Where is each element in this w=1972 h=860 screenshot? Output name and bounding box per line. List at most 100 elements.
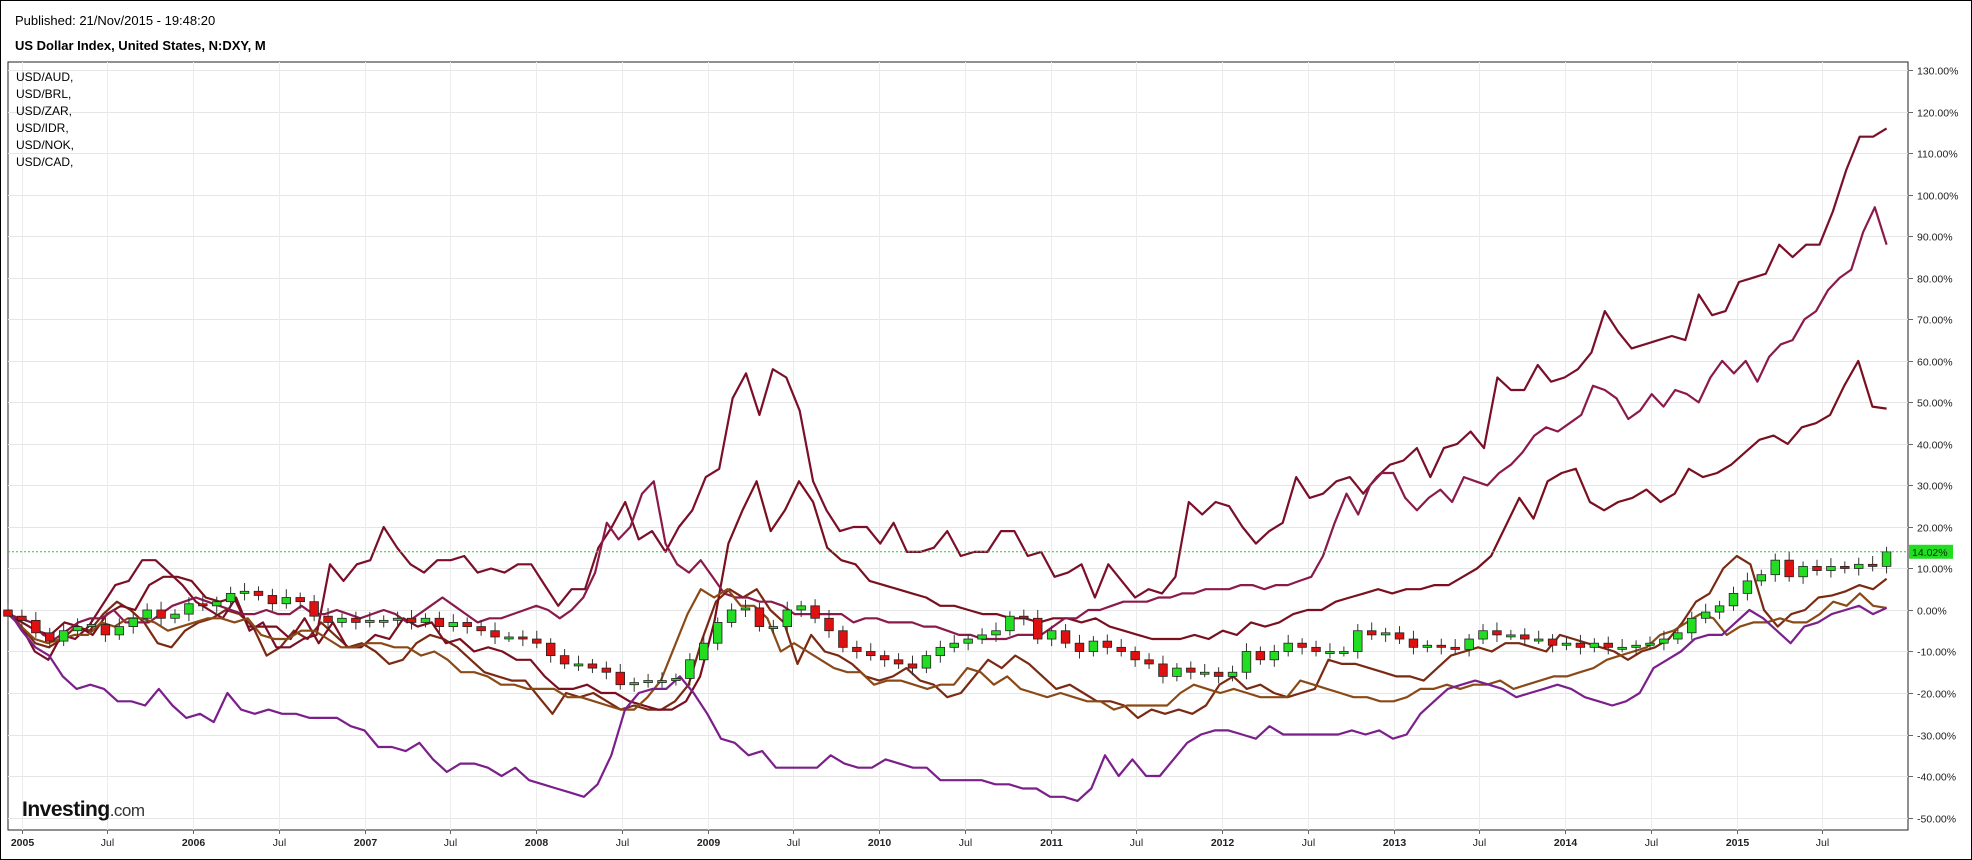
candle	[977, 634, 987, 640]
candle	[754, 607, 765, 627]
candle	[1756, 574, 1767, 582]
candle	[545, 642, 556, 657]
legend-item-usd-idr: USD/IDR,	[16, 121, 69, 135]
candle	[893, 659, 904, 665]
y-tick-label: 100.00%	[1917, 191, 1958, 203]
y-tick-label: 0.00%	[1917, 606, 1947, 618]
candle	[1227, 671, 1238, 677]
candle	[1881, 551, 1892, 567]
x-tick-label: 2011	[1040, 837, 1063, 849]
candle	[86, 624, 97, 627]
candle	[58, 630, 69, 642]
candle	[351, 617, 361, 623]
candle	[337, 617, 347, 623]
candle	[587, 663, 598, 669]
candle	[1561, 642, 1572, 646]
candle	[824, 617, 834, 632]
y-tick-label: -20.00%	[1917, 689, 1956, 701]
x-tick-label: 2010	[868, 837, 892, 849]
candle	[866, 651, 876, 657]
candle	[1311, 646, 1321, 652]
candle	[740, 607, 751, 611]
candle	[796, 605, 806, 611]
y-tick-label: -10.00%	[1917, 647, 1956, 659]
candle	[935, 646, 946, 657]
x-tick-label: Jul	[959, 837, 972, 849]
legend: USD/AUD, USD/BRL, USD/ZAR, USD/IDR, USD/…	[16, 69, 74, 171]
candle	[532, 638, 542, 644]
candle	[267, 595, 278, 605]
y-tick-label: 30.00%	[1917, 481, 1953, 493]
candle	[949, 642, 959, 648]
candle	[1547, 638, 1558, 646]
candle	[72, 626, 83, 632]
candle	[810, 605, 820, 619]
candle	[1325, 651, 1335, 654]
candle	[1060, 630, 1071, 644]
candle	[991, 630, 1001, 636]
candle	[1478, 630, 1488, 640]
plot-area	[7, 61, 1909, 831]
x-tick-label: 2012	[1211, 837, 1235, 849]
x-tick-label: 2008	[525, 837, 549, 849]
y-tick-label: -40.00%	[1917, 772, 1956, 784]
candle	[1213, 671, 1224, 677]
candle	[518, 636, 528, 640]
x-tick-label: Jul	[1130, 837, 1143, 849]
candle	[239, 590, 250, 594]
series-line-usdbrl	[7, 127, 1888, 661]
series-line-usdidr	[7, 206, 1888, 641]
candle	[1464, 638, 1474, 650]
candle	[1631, 644, 1641, 648]
candle	[643, 680, 653, 684]
series-line-usdzar	[7, 359, 1887, 711]
last-value-label: 14.02%	[1912, 547, 1948, 559]
x-tick-label: Jul	[1473, 837, 1486, 849]
candle	[295, 597, 305, 603]
candle	[1840, 565, 1850, 569]
y-tick-label: -30.00%	[1917, 731, 1956, 743]
candle	[1436, 644, 1446, 648]
candle	[1506, 634, 1516, 638]
candle	[1533, 638, 1544, 642]
candle	[699, 642, 709, 661]
candle	[726, 609, 737, 623]
candle	[1812, 565, 1822, 571]
x-tick-label: Jul	[444, 837, 457, 849]
candle	[1033, 617, 1043, 640]
candle	[838, 630, 848, 648]
x-tick-label: 2014	[1554, 837, 1578, 849]
candle	[657, 680, 667, 683]
candle	[1144, 659, 1154, 665]
candle	[212, 601, 222, 607]
candle	[462, 622, 472, 627]
logo-suffix: .com	[109, 801, 145, 820]
x-tick-label: 2007	[354, 837, 378, 849]
candle	[852, 646, 862, 652]
candle	[1728, 592, 1739, 607]
candle	[392, 617, 403, 621]
candle	[1520, 634, 1530, 640]
candle	[559, 655, 570, 665]
candle	[448, 622, 459, 627]
candle	[225, 592, 236, 603]
candle	[685, 659, 695, 679]
last-value-badge	[1909, 544, 1953, 559]
candle	[406, 617, 417, 623]
candle	[1394, 632, 1405, 640]
candle	[1186, 667, 1196, 673]
candle	[1645, 642, 1655, 646]
candle	[156, 609, 166, 619]
x-tick-label: 2013	[1383, 837, 1407, 849]
candle	[1200, 671, 1210, 675]
candle	[1408, 638, 1419, 648]
y-tick-label: 80.00%	[1917, 274, 1953, 286]
candle	[1297, 642, 1307, 648]
legend-item-usd-brl: USD/BRL,	[16, 87, 72, 101]
candle	[420, 617, 431, 623]
candle	[1353, 630, 1363, 652]
candle	[1158, 663, 1168, 677]
candle	[1714, 605, 1725, 613]
candle	[601, 667, 612, 673]
